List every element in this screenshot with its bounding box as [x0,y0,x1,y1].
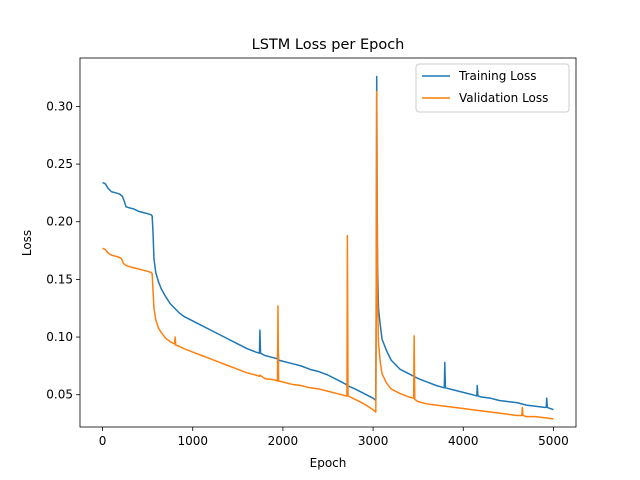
x-axis-label: Epoch [310,456,347,470]
plot-area [79,57,577,428]
x-tick-label: 5000 [538,434,569,448]
x-tick-label: 2000 [268,434,299,448]
legend: Training Loss Validation Loss [415,63,570,113]
legend-label-validation-loss: Validation Loss [459,91,548,105]
y-axis-ticks: 0.05 0.10 0.15 0.20 0.25 0.30 [46,99,80,402]
y-tick-label: 0.10 [46,330,73,344]
series-line-training-loss [102,75,554,411]
x-axis-ticks: 0 1000 2000 3000 4000 5000 [99,427,569,448]
legend-box [415,63,570,113]
legend-label-training-loss: Training Loss [458,69,536,83]
y-tick-label: 0.05 [46,388,73,402]
x-tick-label: 0 [99,434,107,448]
series-layer [102,75,554,420]
y-tick-label: 0.30 [46,99,73,113]
series-line-validation-loss [102,90,554,420]
y-axis-label: Loss [20,230,34,256]
axes-frame [79,57,577,428]
chart-title: LSTM Loss per Epoch [252,37,405,53]
x-tick-label: 1000 [177,434,208,448]
y-tick-label: 0.15 [46,272,73,286]
x-tick-label: 4000 [448,434,479,448]
y-tick-label: 0.25 [46,157,73,171]
y-tick-label: 0.20 [46,215,73,229]
x-tick-label: 3000 [358,434,389,448]
